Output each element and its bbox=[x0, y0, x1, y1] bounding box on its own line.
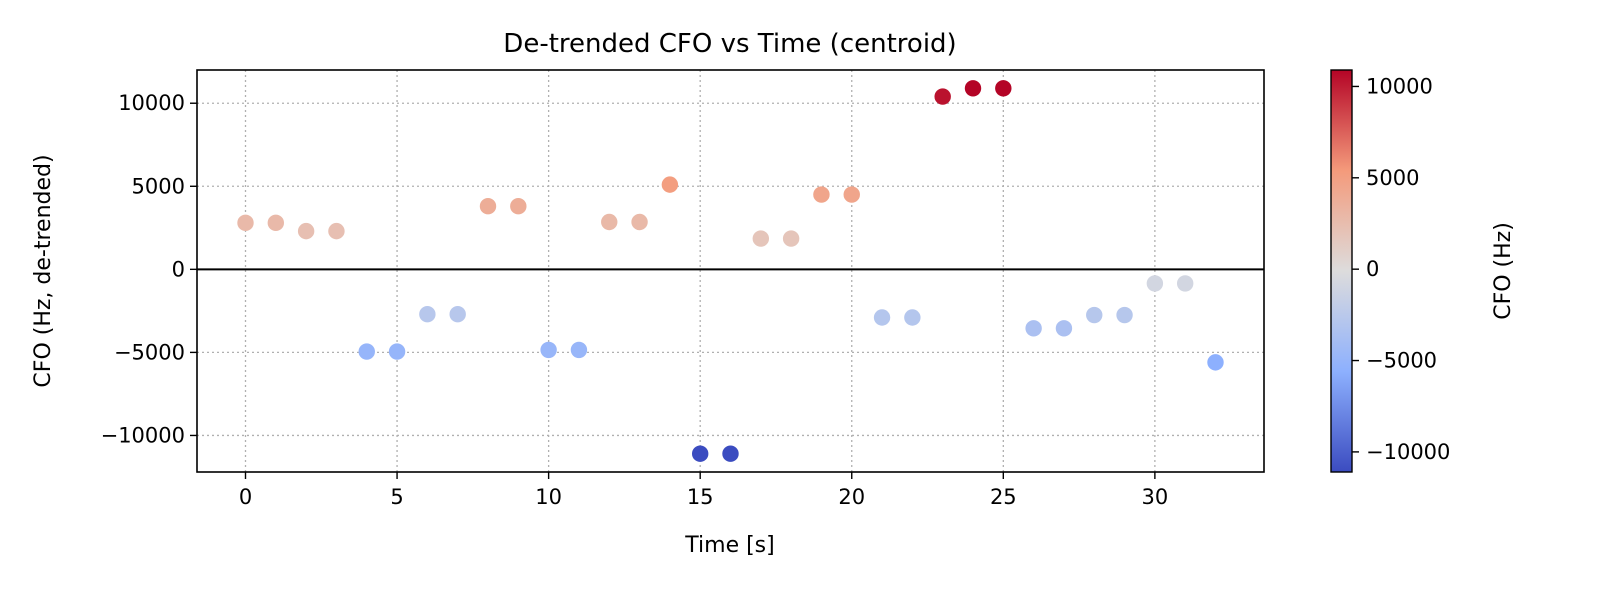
data-points bbox=[237, 80, 1224, 462]
x-tick-label: 0 bbox=[239, 485, 252, 509]
chart-title: De-trended CFO vs Time (centroid) bbox=[503, 29, 956, 59]
x-tick-label: 10 bbox=[535, 485, 562, 509]
data-point bbox=[540, 341, 557, 359]
colorbar-tick-label: 5000 bbox=[1366, 166, 1419, 190]
data-point bbox=[722, 445, 739, 462]
data-point bbox=[631, 213, 648, 231]
colorbar-tick-label: 10000 bbox=[1366, 74, 1433, 98]
y-axis-label: CFO (Hz, de-trended) bbox=[31, 154, 56, 387]
x-tick-label: 25 bbox=[990, 485, 1017, 509]
data-point bbox=[813, 186, 830, 203]
data-point bbox=[661, 176, 679, 193]
data-point bbox=[934, 88, 951, 105]
y-axis-ticks: −10000 −5000 0 5000 10000 bbox=[101, 91, 197, 447]
data-point bbox=[1086, 306, 1103, 324]
y-tick-label: −10000 bbox=[101, 423, 185, 447]
y-tick-label: −5000 bbox=[114, 340, 185, 364]
data-point bbox=[1055, 320, 1073, 337]
data-point bbox=[904, 309, 921, 326]
x-tick-label: 30 bbox=[1142, 485, 1169, 509]
data-point bbox=[1207, 354, 1224, 371]
x-axis-ticks: 0 5 10 15 20 25 30 bbox=[239, 472, 1168, 509]
data-point bbox=[358, 343, 375, 360]
data-point bbox=[510, 198, 527, 215]
data-point bbox=[1025, 320, 1042, 337]
data-point bbox=[1116, 306, 1133, 324]
y-tick-label: 10000 bbox=[118, 91, 185, 115]
x-axis-label: Time [s] bbox=[684, 533, 774, 558]
x-tick-label: 15 bbox=[687, 485, 714, 509]
y-tick-label: 5000 bbox=[132, 174, 185, 198]
data-point bbox=[328, 222, 345, 240]
data-point bbox=[691, 445, 709, 462]
colorbar bbox=[1330, 69, 1353, 473]
colorbar-tick-label: −10000 bbox=[1366, 440, 1450, 464]
data-point bbox=[237, 214, 254, 232]
data-point bbox=[570, 341, 588, 359]
data-point bbox=[479, 198, 497, 215]
data-point bbox=[419, 305, 436, 323]
data-point bbox=[1176, 275, 1194, 292]
colorbar-tick-label: −5000 bbox=[1366, 349, 1437, 373]
x-tick-label: 5 bbox=[390, 485, 403, 509]
data-point bbox=[964, 80, 982, 97]
data-point bbox=[873, 309, 891, 326]
data-point bbox=[843, 186, 860, 203]
plot-area bbox=[196, 69, 1265, 473]
data-point bbox=[752, 230, 770, 247]
y-tick-label: 0 bbox=[172, 257, 185, 281]
colorbar-label: CFO (Hz) bbox=[1491, 222, 1516, 320]
data-point bbox=[449, 305, 466, 323]
data-point bbox=[782, 230, 800, 247]
data-point bbox=[297, 222, 315, 240]
data-point bbox=[388, 343, 406, 360]
data-point bbox=[995, 80, 1012, 97]
colorbar-tick-label: 0 bbox=[1366, 257, 1379, 281]
data-point bbox=[1146, 275, 1164, 292]
x-tick-label: 20 bbox=[838, 485, 865, 509]
colorbar-ticks: −10000 −5000 0 5000 10000 bbox=[1352, 74, 1450, 464]
grid-lines bbox=[197, 70, 1264, 472]
data-point bbox=[601, 213, 618, 231]
data-point bbox=[267, 214, 285, 232]
